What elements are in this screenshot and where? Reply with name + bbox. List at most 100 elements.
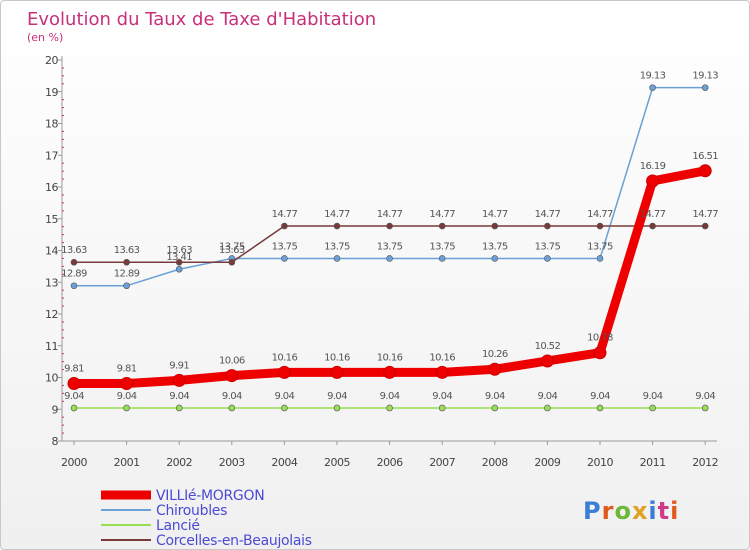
data-label: 9.04 xyxy=(169,391,189,402)
data-label: 16.19 xyxy=(640,161,666,172)
data-label: 10.78 xyxy=(587,333,613,344)
y-tick-label: 10 xyxy=(45,372,58,385)
data-point xyxy=(701,404,709,412)
data-point xyxy=(175,258,183,266)
data-point xyxy=(330,365,344,379)
x-tick-label: 2011 xyxy=(640,456,666,469)
data-label: 12.89 xyxy=(61,269,87,280)
data-label: 9.04 xyxy=(380,391,400,402)
data-point xyxy=(491,222,499,230)
data-point xyxy=(386,404,393,412)
x-tick-label: 2005 xyxy=(324,456,350,469)
y-tick-label: 17 xyxy=(45,149,58,162)
data-label: 14.77 xyxy=(535,209,561,220)
data-point xyxy=(383,365,397,379)
data-label: 9.04 xyxy=(64,391,84,402)
data-point xyxy=(646,174,660,188)
data-point xyxy=(281,222,288,230)
data-point xyxy=(544,222,551,230)
data-label: 13.41 xyxy=(166,252,192,263)
data-label: 14.77 xyxy=(692,209,718,220)
data-label: 14.77 xyxy=(429,209,455,220)
x-tick-label: 2010 xyxy=(587,456,613,469)
x-tick-label: 2009 xyxy=(534,456,560,469)
data-point xyxy=(70,404,78,412)
data-label: 14.77 xyxy=(482,209,508,220)
data-labels: 9.04 9.04 9.04 9.04 9.04 9.04 9.04 9.04 9.04 9.04… xyxy=(61,71,719,402)
y-tick-label: 12 xyxy=(45,308,58,321)
data-label: 13.75 xyxy=(272,241,298,252)
data-point xyxy=(701,84,709,91)
data-label: 9.04 xyxy=(590,391,610,402)
data-point xyxy=(488,362,502,376)
x-tick-label: 2003 xyxy=(219,456,245,469)
x-tick-label: 2000 xyxy=(61,456,87,469)
data-label: 14.77 xyxy=(377,209,403,220)
data-point xyxy=(438,255,446,262)
data-point xyxy=(281,255,288,262)
data-point xyxy=(281,404,288,412)
data-point xyxy=(225,369,239,383)
y-tick-label: 19 xyxy=(45,86,58,99)
legend-label: VILLIé-MORGON xyxy=(156,488,264,504)
data-label: 9.04 xyxy=(432,391,452,402)
logo-text: Proxiti xyxy=(583,497,679,525)
data-point xyxy=(596,222,604,230)
data-label: 13.75 xyxy=(482,241,508,252)
data-point xyxy=(386,222,393,230)
data-label: 9.04 xyxy=(327,391,347,402)
data-label: 10.16 xyxy=(377,352,403,363)
data-label: 10.06 xyxy=(219,356,245,367)
proxiti-logo: Proxiti xyxy=(583,497,679,525)
data-label: 13.75 xyxy=(219,241,245,252)
axes: 8 9 10 11 12 13 14 15 16 17 18 19 20 2000 2001 2002 2003… xyxy=(45,54,719,469)
data-label: 13.63 xyxy=(114,245,140,256)
data-label: 13.63 xyxy=(166,245,192,256)
data-label: 13.63 xyxy=(61,245,87,256)
series-3 xyxy=(70,222,709,266)
data-label: 9.04 xyxy=(222,391,242,402)
data-label: 10.16 xyxy=(324,352,350,363)
legend-label: Chiroubles xyxy=(156,503,227,519)
data-point xyxy=(596,404,604,412)
data-point xyxy=(123,404,130,412)
data-point xyxy=(491,404,499,412)
data-point xyxy=(438,404,446,412)
data-point xyxy=(228,404,236,412)
data-point xyxy=(228,258,236,266)
data-point xyxy=(438,222,446,230)
data-label: 9.04 xyxy=(695,391,715,402)
data-point xyxy=(175,404,183,412)
x-tick-label: 2004 xyxy=(271,456,297,469)
x-tick-label: 2012 xyxy=(692,456,718,469)
data-point xyxy=(701,222,709,230)
data-label: 13.63 xyxy=(219,245,245,256)
data-label: 9.04 xyxy=(537,391,557,402)
series-layer xyxy=(67,84,712,412)
data-point xyxy=(333,404,341,412)
data-label: 13.75 xyxy=(377,241,403,252)
x-tick-label: 2006 xyxy=(377,456,403,469)
data-label: 13.75 xyxy=(429,241,455,252)
data-point xyxy=(649,84,656,91)
data-label: 13.75 xyxy=(587,241,613,252)
data-label: 10.16 xyxy=(429,352,455,363)
chart-title: Evolution du Taux de Taxe d'Habitation xyxy=(27,9,376,30)
data-point xyxy=(120,377,134,391)
series-1 xyxy=(70,84,709,290)
data-point xyxy=(123,258,130,266)
data-label: 10.26 xyxy=(482,349,508,360)
data-point xyxy=(544,255,551,262)
data-label: 9.81 xyxy=(117,364,137,375)
data-label: 14.77 xyxy=(272,209,298,220)
y-tick-label: 15 xyxy=(45,213,58,226)
data-label: 9.81 xyxy=(64,364,84,375)
x-tick-label: 2002 xyxy=(166,456,192,469)
data-label: 9.04 xyxy=(117,391,137,402)
y-tick-label: 16 xyxy=(45,181,58,194)
data-label: 10.16 xyxy=(272,352,298,363)
data-label: 13.75 xyxy=(535,241,561,252)
data-point xyxy=(123,282,130,290)
chart-subtitle: (en %) xyxy=(27,31,63,44)
